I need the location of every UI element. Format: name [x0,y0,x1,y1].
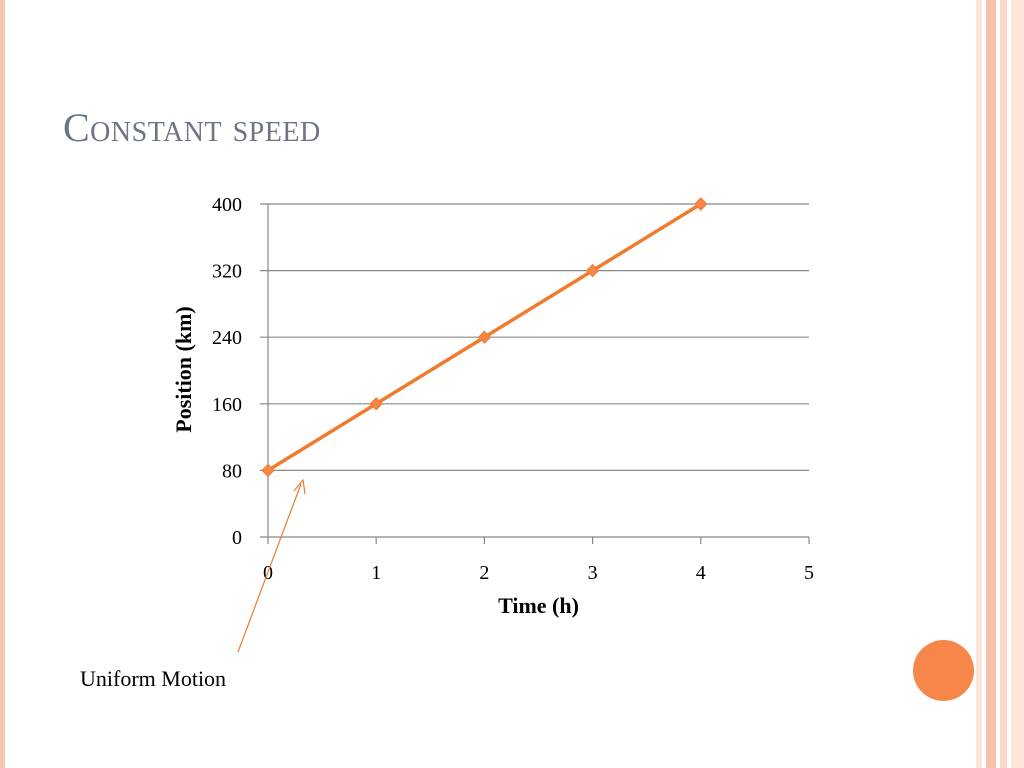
axes [260,204,810,544]
y-tick-label-0: 0 [232,527,242,549]
border-stripe-4 [1011,0,1024,768]
tick-labels: 080160240320400012345 [212,194,814,584]
y-tick-label-160: 160 [212,394,242,416]
data-point-0 [261,463,275,478]
border-stripe-1 [976,0,982,768]
data-point-4 [694,197,708,211]
grid-lines [260,203,809,471]
slide-left-border [0,0,5,768]
border-stripe-3 [1000,0,1007,768]
accent-circle [913,640,974,701]
y-tick-label-80: 80 [222,460,242,482]
border-stripe-2 [986,0,996,768]
annotation-arrow-line [237,483,302,653]
x-tick-label-4: 4 [696,562,706,584]
annotation-arrow [237,478,306,653]
y-tick-label-320: 320 [212,261,242,283]
y-axis-title: Position (km) [171,306,196,433]
series-position [261,197,708,478]
data-point-3 [585,263,600,278]
data-point-1 [369,397,383,411]
slide-title: Constant speed [63,105,321,150]
slide-right-border [976,0,1024,768]
x-tick-label-2: 2 [479,562,489,584]
data-point-2 [477,330,492,344]
x-axis-title: Time (h) [498,593,579,618]
annotation-arrow-head [293,478,306,495]
x-tick-label-3: 3 [588,562,598,584]
annotation-label: Uniform Motion [80,666,227,691]
y-tick-label-240: 240 [212,327,242,349]
x-tick-label-5: 5 [804,562,814,584]
y-tick-label-400: 400 [212,194,242,216]
x-tick-label-1: 1 [371,562,381,584]
